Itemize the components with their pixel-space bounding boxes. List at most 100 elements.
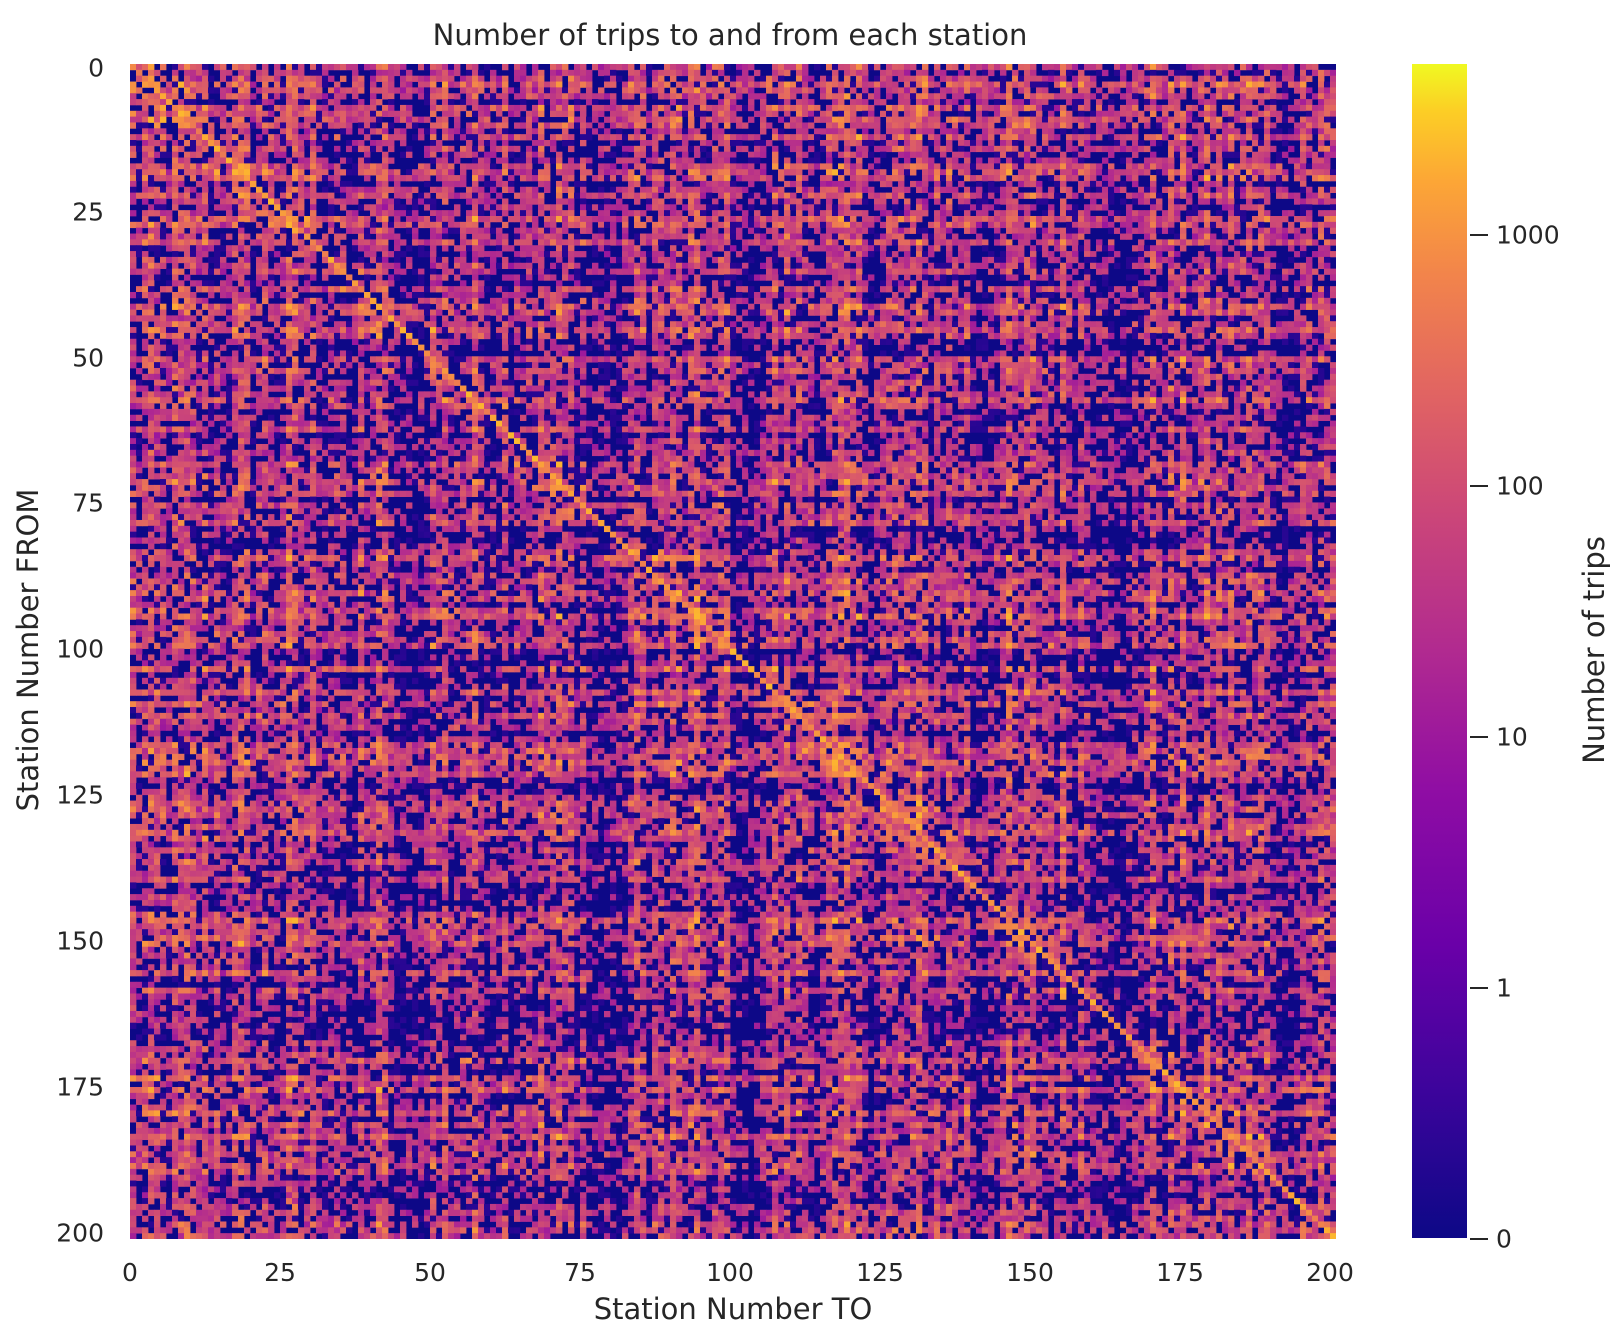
heatmap-cell [256,192,263,199]
heatmap-cell [838,169,845,176]
heatmap-cell [700,204,707,211]
heatmap-cell [1102,192,1109,199]
heatmap-cell [292,221,299,229]
heatmap-cell [730,151,737,158]
heatmap-cell [1306,93,1313,100]
heatmap-cell [214,110,221,118]
heatmap-cell [538,210,545,217]
heatmap-cell [1312,116,1319,123]
heatmap-cell [688,128,695,135]
heatmap-cell [808,239,815,246]
heatmap-cell [664,122,671,129]
heatmap-cell [808,122,815,129]
heatmap-cell [148,175,155,182]
heatmap-cell [1192,215,1199,223]
heatmap-cell [994,128,1001,135]
heatmap-cell [1012,104,1019,112]
heatmap-cell [844,128,851,135]
heatmap-cell [496,157,503,164]
heatmap-cell [1150,140,1157,147]
heatmap-cell [1180,233,1187,240]
heatmap-cell [706,151,713,158]
heatmap-cell [1096,99,1103,106]
heatmap-cell [1024,134,1031,141]
heatmap-cell [640,239,647,246]
heatmap-cell [358,75,365,82]
heatmap-cell [1180,140,1187,147]
heatmap-cell [196,145,203,153]
heatmap-cell [724,175,731,182]
heatmap-cell [142,239,149,246]
heatmap-cell [1132,192,1139,199]
heatmap-cell [664,186,671,194]
heatmap-cell [634,192,641,199]
heatmap-cell [790,163,797,170]
heatmap-cell [886,75,893,82]
heatmap-cell [730,134,737,141]
heatmap-cell [976,204,983,211]
heatmap-cell [130,192,137,199]
heatmap-cell [658,104,665,112]
heatmap-cell [994,204,1001,211]
heatmap-cell [1318,75,1325,82]
heatmap-cell [1246,104,1253,112]
heatmap-cell [682,64,689,71]
heatmap-cell [1072,116,1079,123]
heatmap-cell [820,75,827,82]
heatmap-cell [742,215,749,223]
heatmap-cell [358,99,365,106]
heatmap-cell [922,151,929,158]
heatmap-cell [436,104,443,112]
heatmap-cell [460,233,467,240]
heatmap-cell [712,134,719,141]
heatmap-cell [526,75,533,82]
heatmap-cell [934,210,941,217]
heatmap-cell [1246,204,1253,211]
heatmap-cell [346,145,353,153]
heatmap-cell [682,99,689,106]
heatmap-cell [994,87,1001,94]
heatmap-cell [796,134,803,141]
heatmap-cell [256,256,263,264]
heatmap-cell [154,262,161,270]
heatmap-cell [844,192,851,199]
heatmap-cell [424,151,431,158]
heatmap-cell [898,99,905,106]
heatmap-cell [916,186,923,194]
heatmap-cell [316,175,323,182]
heatmap-cell [220,64,227,71]
heatmap-cell [832,227,839,234]
heatmap-cell [646,116,653,123]
heatmap-cell [1234,210,1241,217]
heatmap-cell [940,75,947,82]
heatmap-cell [220,256,227,264]
heatmap-cell [712,210,719,217]
heatmap-cell [220,104,227,112]
heatmap-cell [1186,157,1193,164]
heatmap-cell [160,239,167,246]
heatmap-cell [310,128,317,135]
heatmap-cell [520,157,527,164]
heatmap-cell [742,245,749,252]
heatmap-cell [190,87,197,94]
heatmap-cell [1180,163,1187,170]
heatmap-cell [424,81,431,88]
heatmap-cell [1090,64,1097,71]
heatmap-cell [430,87,437,94]
heatmap-cell [628,175,635,182]
heatmap-cell [1144,245,1151,252]
heatmap-cell [1060,227,1067,234]
heatmap-cell [688,198,695,205]
heatmap-cell [388,122,395,129]
heatmap-cell [688,99,695,106]
heatmap-cell [1252,151,1259,158]
heatmap-cell [574,81,581,88]
heatmap-cell [262,256,269,264]
heatmap-cell [910,140,917,147]
heatmap-cell [538,140,545,147]
heatmap-cell [502,99,509,106]
heatmap-cell [214,157,221,164]
heatmap-cell [1042,157,1049,164]
heatmap-cell [1066,186,1073,194]
heatmap-cell [634,221,641,229]
